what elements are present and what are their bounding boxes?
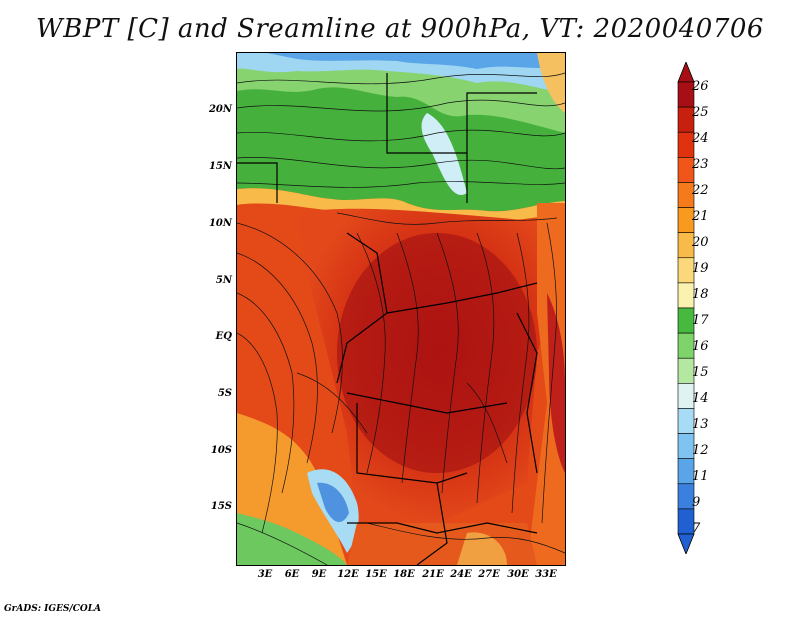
y-tick-label: 5S xyxy=(217,388,232,399)
colorbar-label: 26 xyxy=(692,79,709,94)
colorbar-label: 14 xyxy=(692,391,709,406)
colorbar-label: 18 xyxy=(692,287,709,302)
y-tick-label: 15S xyxy=(210,501,232,512)
colorbar-label: 15 xyxy=(692,365,709,380)
colorbar-label: 22 xyxy=(692,183,709,198)
wbpt-field xyxy=(237,53,565,565)
y-tick-label: 5N xyxy=(215,275,232,286)
x-tick-label: 18E xyxy=(393,569,415,580)
colorbar-label: 11 xyxy=(692,469,709,484)
x-tick-label: 9E xyxy=(311,569,327,580)
colorbar-label: 7 xyxy=(692,521,701,536)
x-tick-label: 30E xyxy=(507,569,529,580)
y-tick-label: 10N xyxy=(208,218,232,229)
streamlines xyxy=(237,72,565,565)
colorbar-label: 12 xyxy=(692,443,709,458)
y-tick-label: EQ xyxy=(215,331,232,342)
x-tick-label: 24E xyxy=(450,569,472,580)
x-tick-label: 15E xyxy=(365,569,387,580)
colorbar-label: 20 xyxy=(692,235,709,250)
colorbar-label: 23 xyxy=(692,157,709,172)
colorbar-label: 19 xyxy=(692,261,709,276)
colorbar-label: 9 xyxy=(692,495,701,510)
x-tick-label: 12E xyxy=(337,569,359,580)
colorbar-label: 21 xyxy=(692,209,709,224)
chart-title: WBPT [C] and Sreamline at 900hPa, VT: 20… xyxy=(36,14,764,44)
colorbar-label: 13 xyxy=(692,417,709,432)
x-tick-label: 33E xyxy=(535,569,557,580)
map-panel xyxy=(236,52,566,566)
colorbar-bottom-arrow xyxy=(677,533,695,554)
footer-credit: GrADS: IGES/COLA xyxy=(4,604,102,614)
colorbar-label: 17 xyxy=(692,313,709,328)
country-borders xyxy=(237,73,538,565)
x-tick-label: 3E xyxy=(257,569,273,580)
colorbar xyxy=(677,62,695,554)
y-tick-label: 20N xyxy=(208,104,232,115)
y-tick-label: 10S xyxy=(210,445,232,456)
colorbar-label: 25 xyxy=(692,105,709,120)
y-tick-label: 15N xyxy=(208,161,232,172)
colorbar-label: 24 xyxy=(692,131,709,146)
x-tick-label: 27E xyxy=(478,569,500,580)
x-tick-label: 6E xyxy=(284,569,300,580)
x-tick-label: 21E xyxy=(422,569,444,580)
colorbar-label: 16 xyxy=(692,339,709,354)
